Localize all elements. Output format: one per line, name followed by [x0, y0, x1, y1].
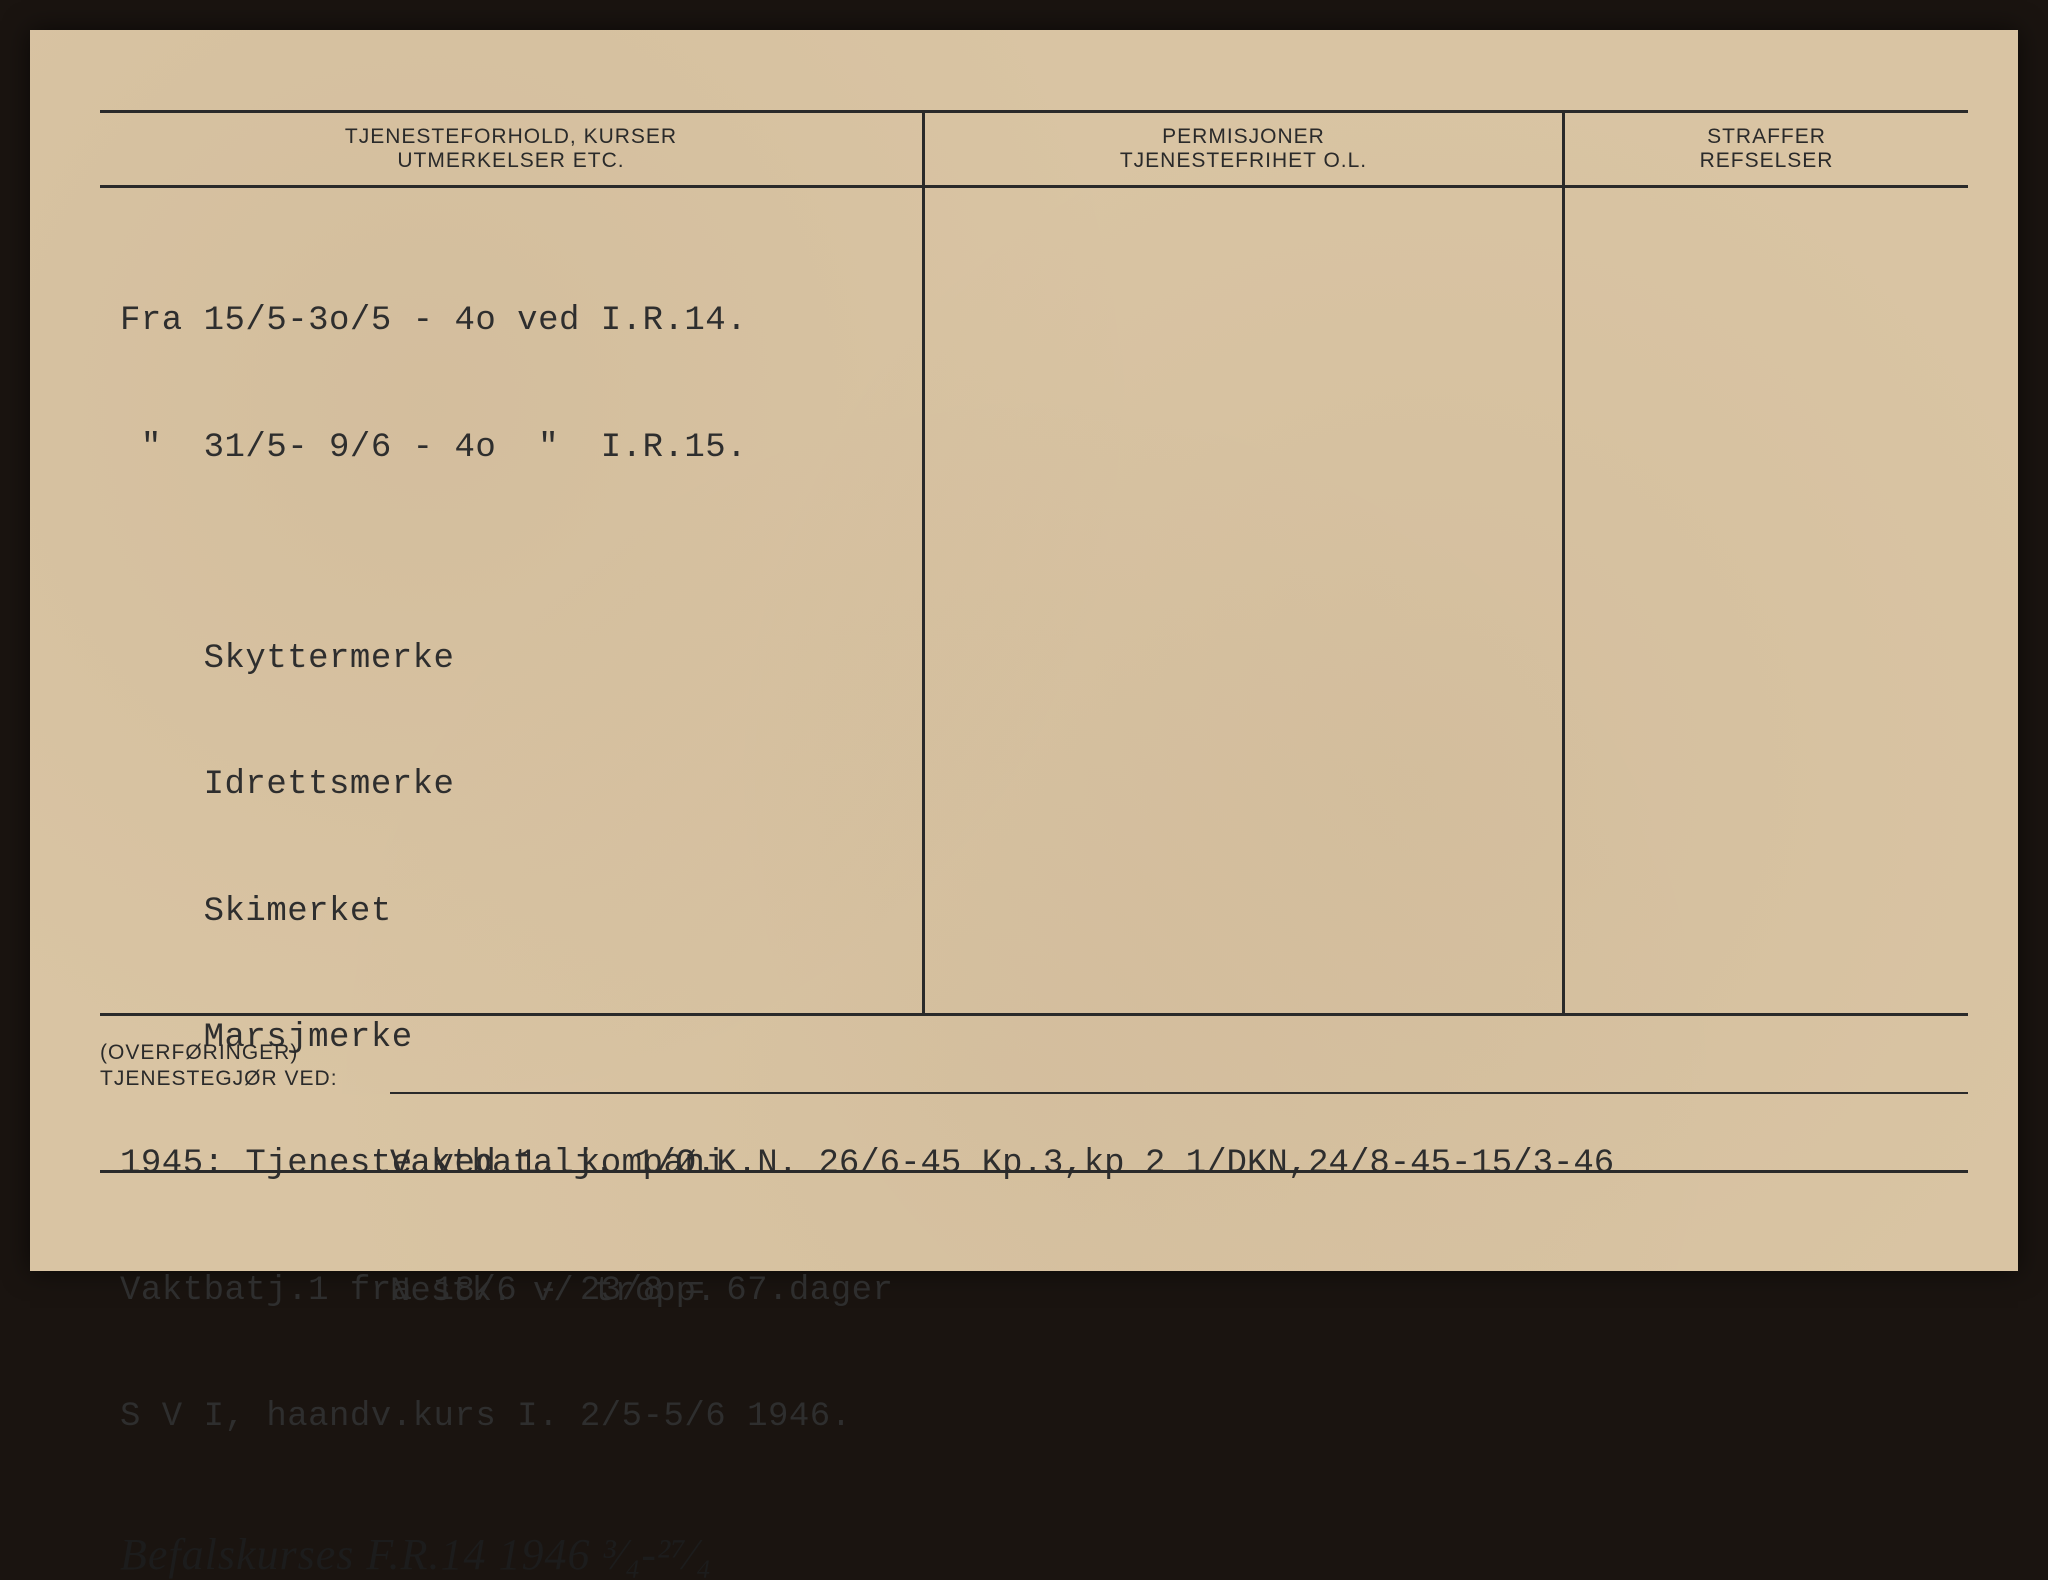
header-col3: STRAFFER REFSELSER: [1565, 113, 1968, 185]
footer-value-line1: Vaktbatalj. 1/Ø.K.N. 26/6-45 Kp.3,kp 2 1…: [390, 1143, 1614, 1186]
header-col1-line2: UTMERKELSER ETC.: [397, 149, 624, 173]
header-col1: TJENESTEFORHOLD, KURSER UTMERKELSER ETC.: [100, 113, 925, 185]
col1-line: Fra 15/5-3o/5 - 4o ved I.R.14.: [120, 300, 902, 342]
body-col2: [925, 188, 1565, 1013]
body-col1: Fra 15/5-3o/5 - 4o ved I.R.14. " 31/5- 9…: [100, 188, 925, 1013]
header-row: TJENESTEFORHOLD, KURSER UTMERKELSER ETC.…: [100, 113, 1968, 188]
record-card: TJENESTEFORHOLD, KURSER UTMERKELSER ETC.…: [30, 30, 2018, 1271]
col1-handwritten: Befalskurses F.R.14 1946 ³⁄₄-²⁷⁄₄: [120, 1529, 902, 1580]
col1-line: Skyttermerke: [120, 638, 902, 680]
footer-labels: (OVERFØRINGER) TJENESTEGJØR VED:: [100, 1040, 338, 1093]
body-col3: [1565, 188, 1968, 1013]
body-row: Fra 15/5-3o/5 - 4o ved I.R.14. " 31/5- 9…: [100, 188, 1968, 1016]
footer-values: Vaktbatalj. 1/Ø.K.N. 26/6-45 Kp.3,kp 2 1…: [390, 1058, 1614, 1398]
footer-rule-1: [390, 1092, 1968, 1094]
footer-rule-2: [100, 1170, 1968, 1173]
footer-label-line2: TJENESTEGJØR VED:: [100, 1066, 338, 1092]
col1-line: Skimerket: [120, 891, 902, 933]
header-col3-line1: STRAFFER: [1707, 125, 1826, 149]
footer-value-line2: Nestk. v/ tropp.: [390, 1271, 1614, 1314]
col1-line: S V I, haandv.kurs I. 2/5-5/6 1946.: [120, 1396, 902, 1438]
header-col2-line2: TJENESTEFRIHET O.L.: [1120, 149, 1367, 173]
header-col2-line1: PERMISJONER: [1162, 125, 1325, 149]
header-col1-line1: TJENESTEFORHOLD, KURSER: [345, 125, 677, 149]
col1-line: " 31/5- 9/6 - 4o " I.R.15.: [120, 427, 902, 469]
header-col2: PERMISJONER TJENESTEFRIHET O.L.: [925, 113, 1565, 185]
header-col3-line2: REFSELSER: [1700, 149, 1834, 173]
col1-line: Idrettsmerke: [120, 764, 902, 806]
footer-label-line1: (OVERFØRINGER): [100, 1040, 338, 1066]
main-frame: TJENESTEFORHOLD, KURSER UTMERKELSER ETC.…: [100, 110, 1968, 1016]
